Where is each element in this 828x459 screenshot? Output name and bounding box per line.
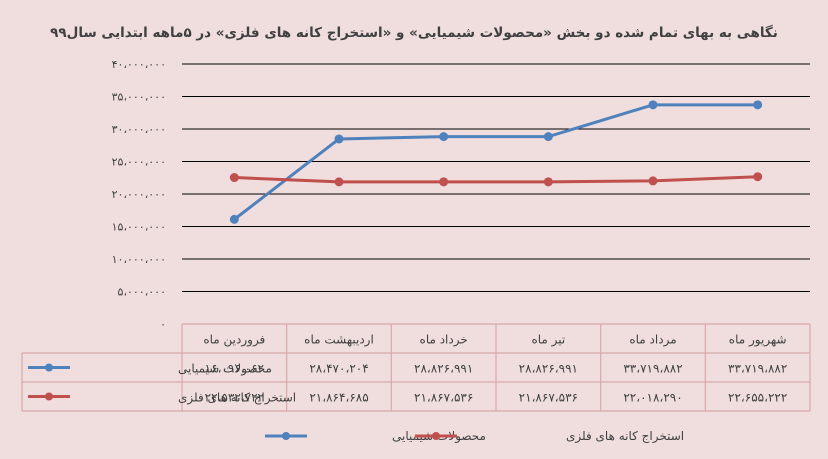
data-point [439, 177, 449, 187]
table-value: ۲۸،۸۲۶،۹۹۱ [519, 362, 578, 376]
table-legend-key-marker [45, 363, 53, 372]
data-point [543, 177, 553, 187]
data-point [229, 173, 239, 183]
table-value: ۱۶،۰۹۶،۰۶۲ [205, 362, 264, 376]
category-label: خرداد ماه [420, 333, 468, 348]
y-tick-label: ۰ [160, 318, 166, 331]
category-label: مرداد ماه [629, 333, 676, 348]
data-point [229, 214, 239, 224]
legend-key-marker [432, 432, 440, 440]
y-tick-label: ۱۰،۰۰۰،۰۰۰ [112, 253, 166, 266]
category-label: اردیبهشت ماه [304, 333, 374, 348]
y-tick-label: ۲۵،۰۰۰،۰۰۰ [112, 156, 166, 169]
table-value: ۲۸،۸۲۶،۹۹۱ [414, 362, 473, 376]
table-value: ۲۲،۰۱۸،۲۹۰ [623, 391, 682, 405]
table-value: ۲۱،۸۶۷،۵۳۶ [519, 391, 578, 405]
category-label: تیر ماه [531, 333, 565, 348]
table-series-name: استخراج کانه های فلزی [178, 391, 296, 406]
y-tick-label: ۴۰،۰۰۰،۰۰۰ [112, 58, 166, 71]
table-value: ۲۲،۵۳۲،۷۲۲ [205, 391, 264, 405]
table-series-name: محصولات شیمیایی [178, 362, 272, 377]
y-tick-label: ۳۵،۰۰۰،۰۰۰ [112, 91, 166, 104]
data-point [334, 134, 344, 144]
table-value: ۲۸،۴۷۰،۲۰۴ [309, 362, 368, 376]
y-tick-label: ۲۰،۰۰۰،۰۰۰ [112, 188, 166, 201]
y-tick-label: ۵،۰۰۰،۰۰۰ [118, 286, 166, 299]
legend-key-marker [282, 432, 290, 440]
table-value: ۲۱،۸۶۴،۶۸۵ [309, 391, 368, 405]
data-point [753, 172, 763, 182]
table-value: ۲۱،۸۶۷،۵۳۶ [414, 391, 473, 405]
gridlines [182, 63, 810, 292]
data-point [439, 132, 449, 142]
y-axis-tick-labels: ۰ ۵،۰۰۰،۰۰۰ ۱۰،۰۰۰،۰۰۰ ۱۵،۰۰۰،۰۰۰ ۲۰،۰۰۰،۰۰۰… [112, 58, 166, 331]
table-value: ۳۳،۷۱۹،۸۸۲ [728, 362, 787, 376]
data-table: فروردین ماه اردیبهشت ماه خرداد ماه تیر ماه م… [21, 323, 811, 412]
data-point [543, 132, 553, 142]
category-label: فروردین ماه [203, 333, 265, 348]
data-point [753, 100, 763, 110]
table-value: ۳۳،۷۱۹،۸۸۲ [623, 362, 682, 376]
table-value: ۲۲،۶۵۵،۲۲۲ [728, 391, 787, 405]
chart-title: نگاهی به بهای تمام شده دو بخش «محصولات ش… [50, 24, 778, 41]
y-tick-label: ۱۵،۰۰۰،۰۰۰ [112, 221, 166, 234]
legend-label: استخراج کانه های فلزی [566, 429, 684, 444]
series-line [234, 175, 758, 184]
series-lines [229, 100, 763, 224]
data-point [334, 177, 344, 187]
legend: محصولات شیمیایی استخراج کانه های فلزی [265, 429, 684, 444]
table-legend-key-marker [45, 392, 53, 401]
data-point [648, 100, 658, 110]
category-label: شهریور ماه [729, 333, 787, 348]
data-point [648, 176, 658, 186]
series-line [233, 103, 758, 221]
y-tick-label: ۳۰،۰۰۰،۰۰۰ [112, 123, 166, 136]
